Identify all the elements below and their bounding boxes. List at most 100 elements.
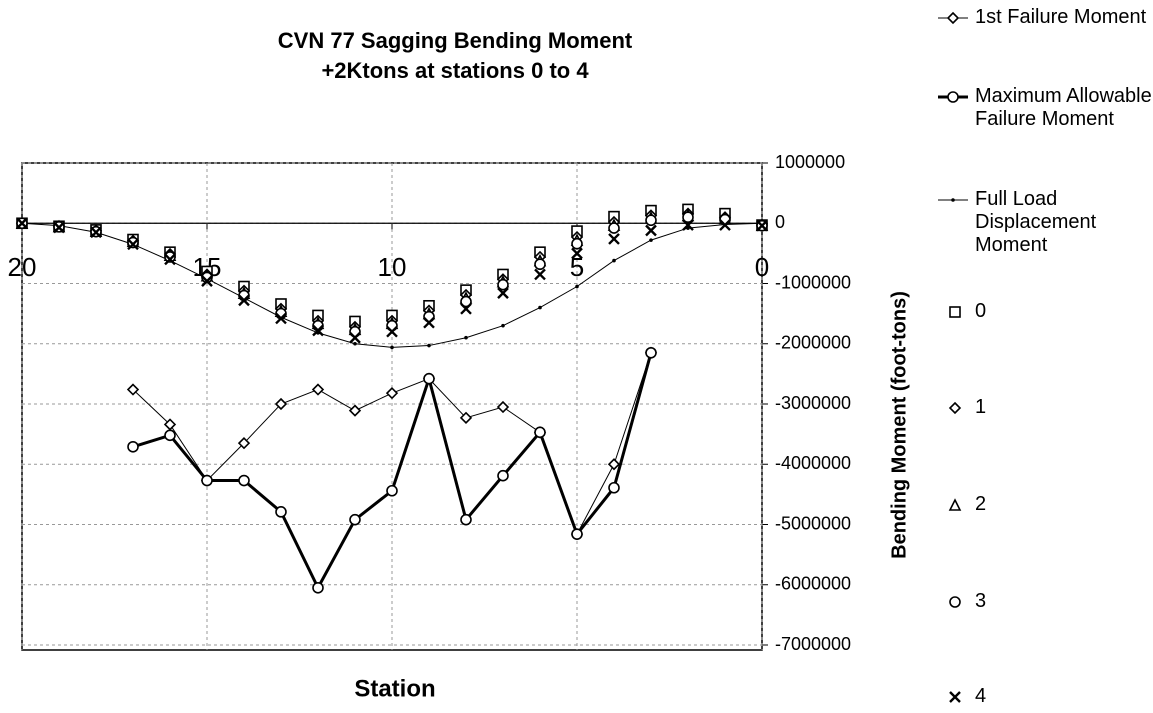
marker	[538, 305, 542, 310]
marker	[497, 469, 509, 482]
legend-label: 0	[975, 300, 987, 322]
marker	[274, 397, 288, 411]
marker	[164, 253, 176, 266]
y-tick-label: -4000000	[775, 453, 851, 473]
legend-label: 1	[975, 396, 987, 418]
marker	[385, 387, 399, 400]
legend-label: Full Load Displacement Moment	[975, 188, 1097, 256]
marker	[312, 581, 324, 594]
marker	[682, 219, 694, 231]
legend-label: 4	[975, 685, 987, 707]
marker	[423, 372, 435, 385]
marker	[571, 237, 583, 250]
marker	[501, 323, 505, 328]
marker	[163, 418, 177, 431]
marker	[571, 528, 583, 540]
marker	[949, 306, 961, 318]
legend-label: 2	[975, 493, 987, 515]
legend-label: 3	[975, 590, 987, 612]
marker	[575, 284, 579, 289]
marker	[311, 383, 325, 396]
marker	[607, 458, 621, 471]
legend-label: 1st Failure Moment	[975, 6, 1147, 28]
marker	[645, 346, 657, 359]
chart-title: CVN 77 Sagging Bending Moment	[278, 28, 633, 53]
y-tick-label: -7000000	[775, 634, 851, 654]
marker	[353, 341, 357, 346]
y-axis-label: Bending Moment (foot-tons)	[888, 291, 910, 559]
marker	[16, 217, 28, 230]
marker	[719, 219, 731, 231]
chart-subtitle: +2Ktons at stations 0 to 4	[321, 58, 589, 83]
marker	[649, 238, 653, 242]
marker	[949, 691, 961, 703]
marker	[645, 214, 657, 227]
x-tick-label: 10	[378, 252, 407, 282]
y-tick-label: -2000000	[775, 333, 851, 353]
marker	[497, 278, 509, 291]
y-tick-label: -3000000	[775, 393, 851, 413]
marker	[237, 437, 251, 450]
marker	[164, 429, 176, 442]
marker	[238, 294, 250, 307]
marker	[349, 513, 361, 526]
marker	[682, 211, 694, 224]
marker	[127, 440, 139, 453]
marker	[534, 426, 546, 439]
y-tick-label: -6000000	[775, 574, 851, 594]
legend-label: Maximum Allowable Failure Moment	[975, 85, 1152, 130]
x-tick-label: 5	[570, 252, 584, 282]
marker	[460, 513, 472, 526]
marker	[390, 345, 394, 350]
legend-item	[938, 198, 968, 202]
marker	[126, 383, 140, 396]
x-tick-label: 20	[8, 252, 37, 282]
marker	[460, 295, 472, 308]
legend-item	[949, 596, 961, 608]
marker	[947, 91, 959, 103]
y-tick-label: -5000000	[775, 513, 851, 533]
marker	[349, 331, 361, 344]
y-tick-label: -1000000	[775, 272, 851, 292]
marker	[164, 251, 176, 263]
marker	[127, 238, 139, 251]
y-tick-label: 1000000	[775, 152, 845, 172]
marker	[90, 226, 102, 239]
marker	[608, 233, 620, 245]
marker	[312, 324, 324, 337]
marker	[948, 498, 962, 511]
legend-item	[949, 306, 961, 318]
marker	[238, 474, 250, 487]
marker	[460, 302, 472, 315]
marker	[386, 325, 398, 338]
marker	[948, 401, 962, 415]
x-tick-label: 0	[755, 252, 769, 282]
marker	[464, 335, 468, 340]
marker	[946, 11, 960, 25]
marker	[127, 236, 139, 249]
legend-item	[948, 401, 962, 415]
y-tick-label: 0	[775, 212, 785, 232]
legend-item	[949, 691, 961, 703]
marker	[53, 221, 65, 234]
marker	[497, 287, 509, 299]
marker	[427, 343, 431, 348]
legend-item	[938, 11, 968, 25]
marker	[275, 312, 287, 325]
marker	[386, 484, 398, 497]
marker	[608, 222, 620, 234]
marker	[423, 316, 435, 329]
marker	[348, 404, 362, 417]
marker	[756, 219, 768, 232]
legend-item	[948, 498, 962, 511]
marker	[571, 247, 583, 260]
marker	[608, 481, 620, 494]
marker	[496, 400, 510, 414]
marker	[275, 506, 287, 518]
marker	[645, 224, 657, 237]
marker	[201, 474, 213, 487]
marker	[949, 596, 961, 608]
marker	[459, 411, 473, 424]
